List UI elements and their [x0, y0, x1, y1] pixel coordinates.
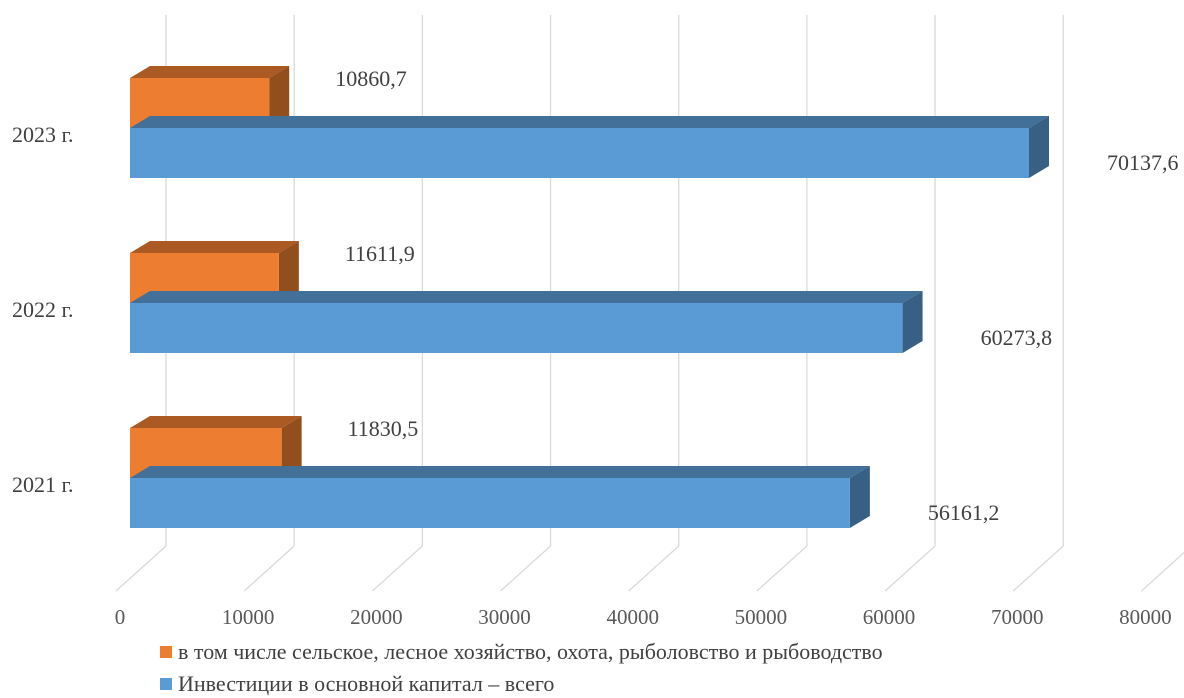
- floor-gridline: [1012, 545, 1064, 592]
- legend-label-agriculture: в том числе сельское, лесное хозяйство, …: [178, 639, 883, 664]
- bar: [130, 303, 903, 353]
- bar-side-face: [849, 466, 870, 528]
- floor-gridline: [628, 545, 680, 592]
- floor-gridline: [500, 545, 551, 592]
- x-tick-label: 50000: [735, 605, 788, 629]
- bar-side-face: [281, 416, 302, 478]
- bar-top-face: [130, 241, 299, 253]
- bar: [130, 128, 1029, 178]
- data-label: 60273,8: [981, 325, 1052, 350]
- bar-side-face: [278, 241, 299, 303]
- x-tick-label: 0: [115, 605, 126, 629]
- bar: [130, 478, 850, 528]
- legend: в том числе сельское, лесное хозяйство, …: [160, 636, 883, 698]
- floor-gridline: [115, 545, 167, 592]
- legend-item-total-investment: Инвестиции в основной капитал – всего: [160, 668, 883, 698]
- bar-chart: 0 10000 20000 30000 40000 50000 60000 70000 8000…: [12, 15, 1184, 629]
- bar-side-face: [1029, 116, 1049, 178]
- floor-gridline: [371, 545, 423, 592]
- floor-gridline: [1140, 551, 1184, 592]
- bar-top-face: [130, 466, 870, 478]
- floor-gridline: [243, 545, 295, 592]
- data-label: 11830,5: [348, 416, 419, 441]
- x-tick-label: 30000: [478, 605, 531, 629]
- bar-top-face: [130, 416, 302, 428]
- bar-side-face: [902, 291, 923, 353]
- x-tick-label: 20000: [350, 605, 403, 629]
- legend-item-agriculture: в том числе сельское, лесное хозяйство, …: [160, 636, 883, 668]
- x-tick-label: 70000: [991, 605, 1044, 629]
- x-tick-label: 10000: [222, 605, 275, 629]
- x-tick-label: 40000: [606, 605, 659, 629]
- x-tick-label: 80000: [1119, 605, 1172, 629]
- legend-label-total-investment: Инвестиции в основной капитал – всего: [178, 671, 555, 696]
- data-label: 70137,6: [1107, 150, 1179, 175]
- legend-swatch-agriculture: [160, 646, 172, 658]
- data-label: 56161,2: [928, 500, 1000, 525]
- bar-top-face: [130, 116, 1049, 128]
- bar-top-face: [130, 66, 290, 78]
- category-label: 2022 г.: [12, 297, 74, 322]
- category-label: 2021 г.: [12, 472, 74, 497]
- x-tick-label: 60000: [863, 605, 916, 629]
- bar-top-face: [130, 291, 923, 303]
- legend-swatch-total-investment: [160, 678, 172, 690]
- floor-gridline: [756, 545, 808, 592]
- bar-side-face: [269, 66, 290, 128]
- category-label: 2023 г.: [12, 122, 74, 147]
- floor-gridline: [884, 545, 936, 592]
- data-label: 11611,9: [345, 241, 415, 266]
- data-label: 10860,7: [335, 66, 407, 91]
